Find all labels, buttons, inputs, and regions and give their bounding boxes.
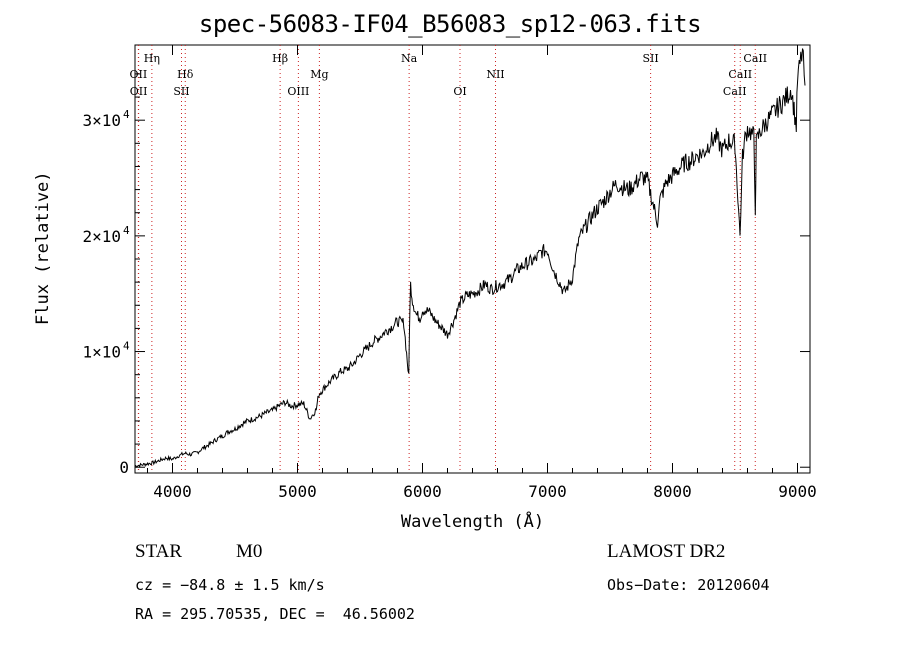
line-label-10: NII (486, 68, 504, 81)
object-class: STAR (135, 541, 183, 562)
survey-name: LAMOST DR2 (607, 541, 726, 562)
y-tick-label-3: 3×10 (82, 111, 121, 130)
line-label-14: CaII (723, 85, 747, 98)
x-tick-label-4: 8000 (653, 482, 692, 501)
line-label-12: CaII (743, 52, 767, 65)
line-label-13: CaII (728, 68, 752, 81)
x-tick-label-5: 9000 (778, 482, 817, 501)
y-tick-label-0: 0 (119, 458, 129, 477)
line-label-8: Na (401, 52, 418, 65)
line-label-5: Hβ (272, 52, 288, 65)
chart-title: spec-56083-IF04_B56083_sp12-063.fits (198, 10, 702, 38)
line-label-7: Mg (310, 68, 328, 81)
line-label-2: OII (130, 85, 148, 98)
line-label-4: SII (173, 85, 189, 98)
y-tick-exp-2: 4 (123, 224, 130, 237)
y-tick-exp-3: 4 (123, 108, 130, 121)
x-tick-label-1: 5000 (278, 482, 317, 501)
line-label-3: Hδ (177, 68, 194, 81)
object-subclass: M0 (236, 541, 263, 562)
spectrum-series (134, 48, 806, 469)
line-label-9: OI (453, 85, 466, 98)
observation-date: Obs−Date: 20120604 (607, 576, 770, 594)
redshift-velocity: cz = −84.8 ± 1.5 km/s (135, 576, 325, 594)
y-tick-label-1: 1×10 (82, 343, 121, 362)
line-label-11: SII (643, 52, 659, 65)
plot-frame (134, 44, 811, 474)
line-label-1: OII (130, 68, 148, 81)
line-label-6: OIII (287, 85, 309, 98)
y-axis-label: Flux (relative) (33, 171, 53, 325)
x-axis-label: Wavelength (Å) (400, 512, 545, 532)
ra-dec-coordinates: RA = 295.70535, DEC = 46.56002 (135, 605, 415, 623)
x-tick-label-3: 7000 (528, 482, 567, 501)
y-tick-exp-1: 4 (123, 340, 130, 353)
x-tick-label-2: 6000 (403, 482, 442, 501)
x-tick-label-0: 4000 (153, 482, 192, 501)
y-tick-label-2: 2×10 (82, 227, 121, 246)
line-label-0: Hη (144, 52, 160, 65)
